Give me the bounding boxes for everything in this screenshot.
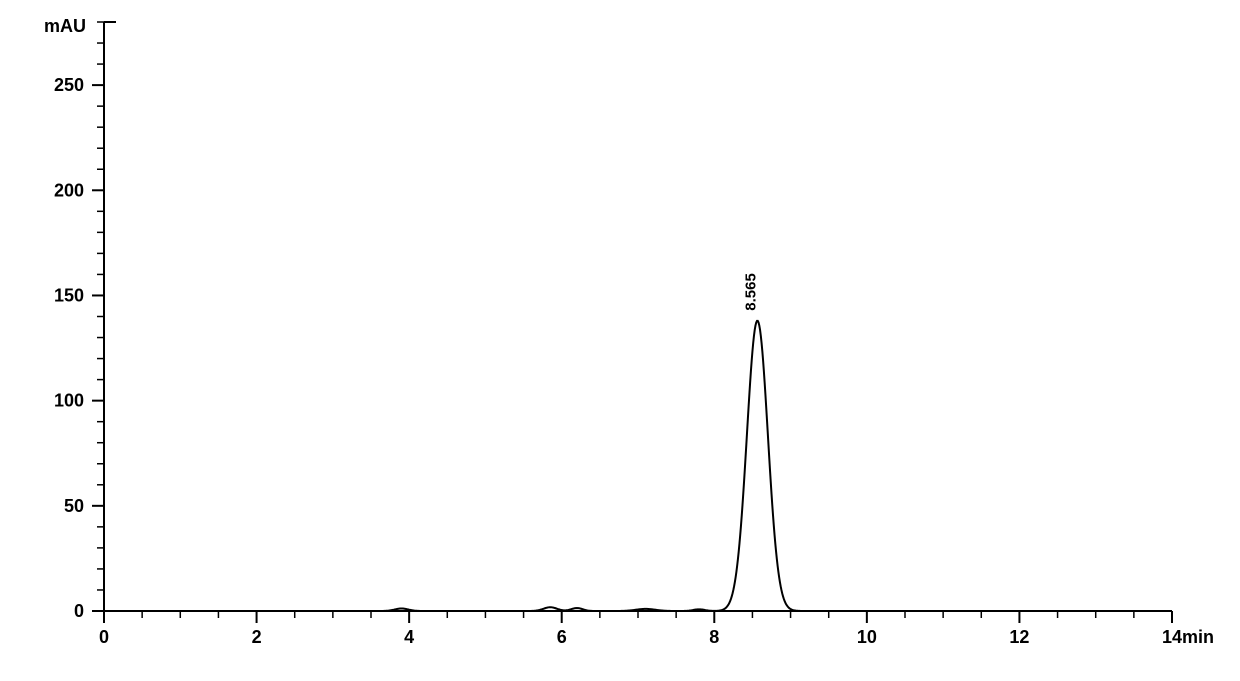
x-tick-label: 2 xyxy=(252,627,262,647)
x-tick-label: 10 xyxy=(857,627,877,647)
chromatogram-chart: 0 2 4 6 8 10 12 14 0 50 100 150 200 250 mAU min 8.565 xyxy=(0,0,1240,681)
y-axis-label: mAU xyxy=(44,16,86,36)
x-tick-label: 12 xyxy=(1009,627,1029,647)
x-tick-label: 8 xyxy=(709,627,719,647)
y-tick-label: 50 xyxy=(64,496,84,516)
peak-label: 8.565 xyxy=(742,273,759,311)
y-tick-label: 100 xyxy=(54,391,84,411)
y-tick-label: 150 xyxy=(54,285,84,305)
y-tick-label: 250 xyxy=(54,75,84,95)
chart-svg: 0 2 4 6 8 10 12 14 0 50 100 150 200 250 mAU min 8.565 xyxy=(0,0,1240,681)
x-tick-label: 4 xyxy=(404,627,414,647)
x-axis-label: min xyxy=(1182,627,1214,647)
y-tick-label: 0 xyxy=(74,601,84,621)
x-tick-label: 14 xyxy=(1162,627,1182,647)
x-tick-label: 6 xyxy=(557,627,567,647)
chromatogram-trace xyxy=(115,321,1172,611)
x-tick-label: 0 xyxy=(99,627,109,647)
y-tick-label: 200 xyxy=(54,180,84,200)
